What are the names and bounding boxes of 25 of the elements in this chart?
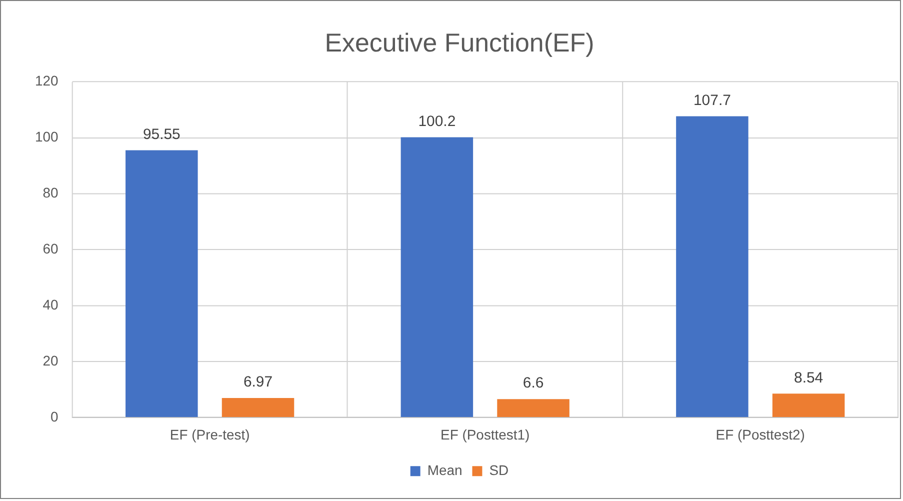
data-label: 6.97 [243,374,273,391]
y-tick-label: 80 [42,184,58,201]
legend-label: SD [489,462,509,478]
bar [497,399,570,418]
bar [400,137,474,418]
data-label: 95.55 [142,126,180,143]
y-tick-label: 60 [42,240,58,257]
bar [676,116,748,418]
bar [126,150,198,418]
x-tick-label: EF (Posttest2) [716,426,805,443]
data-label: 100.2 [418,112,456,130]
y-tick-label: 20 [42,352,58,368]
bar [222,398,294,418]
legend-label: Mean [427,462,462,478]
x-tick-label: EF (Posttest1) [440,426,530,443]
y-tick-label: 100 [34,128,58,145]
y-tick-label: 120 [34,72,58,89]
bar [772,394,845,418]
data-label: 6.6 [522,374,544,392]
chart-title: Executive Function(EF) [324,30,594,58]
y-tick-label: 0 [50,408,58,424]
data-label: 107.7 [693,92,731,109]
data-label: 8.54 [794,369,824,386]
x-tick-label: EF (Pre-test) [170,426,250,443]
y-tick-label: 40 [42,296,58,312]
